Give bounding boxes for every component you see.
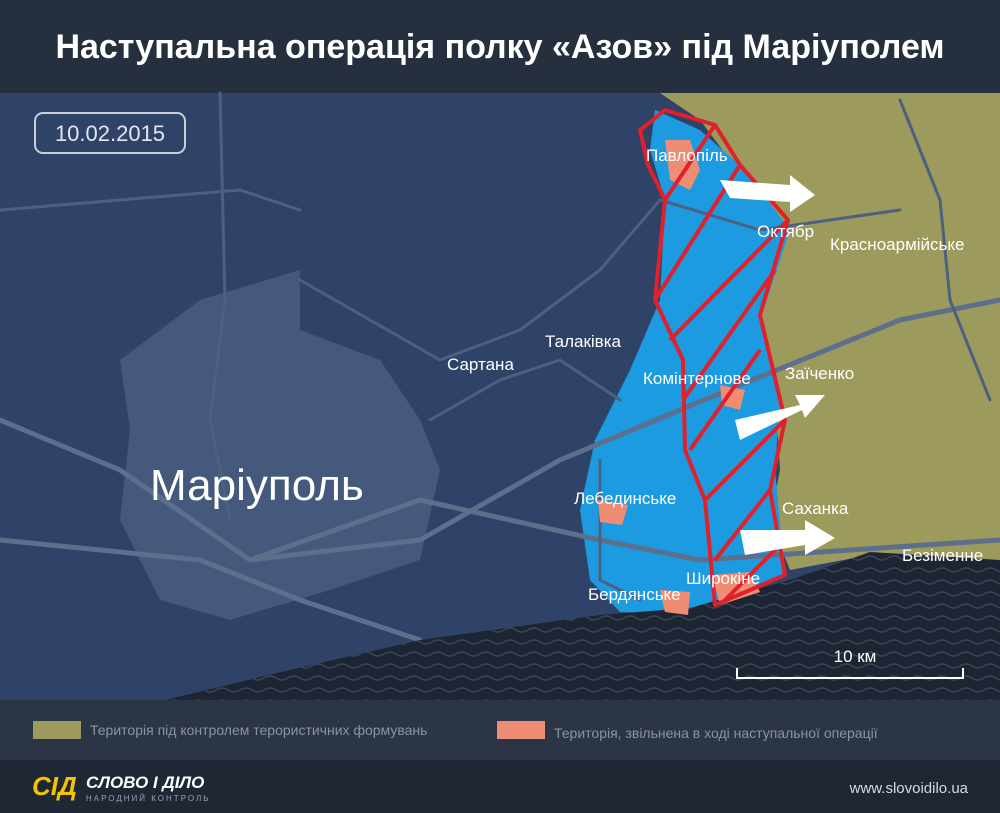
site-url: www.slovoidilo.ua xyxy=(849,780,969,797)
city-label: Маріуполь xyxy=(150,461,364,510)
legend-label: Територія, звільнена в ході наступальної… xyxy=(554,725,878,741)
place-label: Широкіне xyxy=(686,569,760,588)
place-label: Октябр xyxy=(757,222,814,241)
sea-waves xyxy=(0,552,1000,700)
place-label: Сартана xyxy=(447,355,514,374)
place-label: Талаківка xyxy=(545,332,622,351)
roads xyxy=(0,91,1000,643)
legend-swatch xyxy=(33,721,81,739)
header-bar xyxy=(0,0,1000,93)
place-label: Саханка xyxy=(782,499,849,518)
footer-bar xyxy=(0,760,1000,813)
logo-name: СЛОВО І ДІЛО xyxy=(86,773,204,792)
city-area xyxy=(120,270,440,620)
place-label: Безіменне xyxy=(902,546,983,565)
scale-bar xyxy=(736,668,964,679)
legend-swatch xyxy=(497,721,545,739)
place-label: Лебединське xyxy=(574,489,676,508)
date: 10.02.2015 xyxy=(55,121,165,146)
place-label: Комінтернове xyxy=(643,369,751,388)
logo-mark: СІД xyxy=(32,771,77,801)
attack-arrows xyxy=(720,175,835,555)
date-box xyxy=(34,112,186,154)
place-label: Заїченко xyxy=(785,364,854,383)
logo-tagline: НАРОДНИЙ КОНТРОЛЬ xyxy=(86,794,211,803)
place-label: Бердянське xyxy=(588,585,681,604)
place-label: Павлопіль xyxy=(646,146,728,165)
title: Наступальна операція полку «Азов» під Ма… xyxy=(55,28,944,66)
operation-outline xyxy=(638,108,790,607)
scale-label: 10 км xyxy=(834,647,877,666)
occupied-territory xyxy=(660,93,1000,570)
map: 10.02.2015 Павлопіль Октябр Красноармійс… xyxy=(0,91,1000,700)
place-label: Красноармійське xyxy=(830,235,964,254)
legend-label: Територія під контролем терористичних фо… xyxy=(90,722,427,738)
